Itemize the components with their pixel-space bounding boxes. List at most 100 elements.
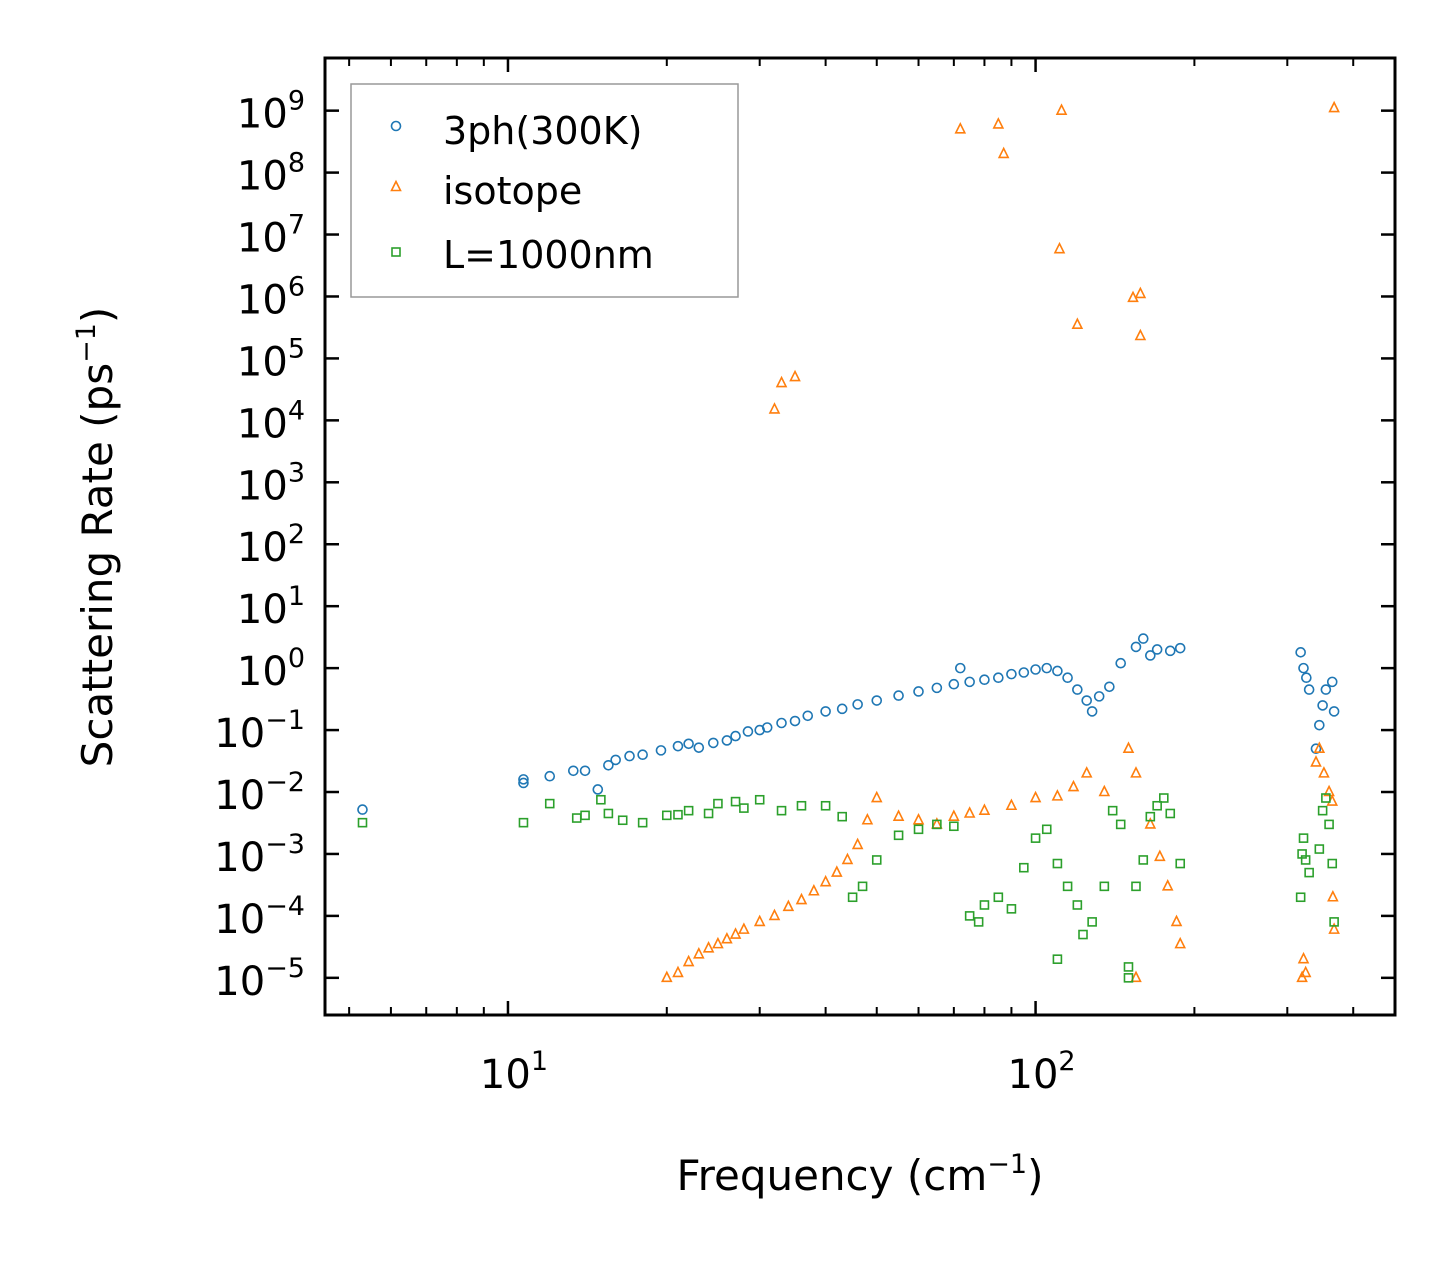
data-point-square bbox=[739, 803, 749, 813]
data-point-square bbox=[1052, 858, 1063, 869]
data-point-triangle bbox=[1098, 784, 1111, 797]
series-2 bbox=[357, 793, 1339, 983]
data-point-square bbox=[1078, 929, 1088, 940]
data-point-triangle bbox=[808, 883, 820, 896]
data-point-circle bbox=[913, 686, 924, 697]
data-point-square bbox=[1314, 844, 1325, 854]
data-point-square bbox=[857, 881, 868, 892]
y-tick-label: 101 bbox=[237, 581, 305, 633]
data-point-circle bbox=[637, 749, 648, 761]
tick-labels-layer: 101 102 10−5 10−4 10−3 10−2 10−1 100 101 102 103 10… bbox=[214, 86, 1075, 1098]
data-point-circle bbox=[1314, 719, 1325, 731]
data-point-circle bbox=[836, 703, 848, 715]
data-point-square bbox=[1175, 858, 1186, 869]
data-point-circle bbox=[1104, 681, 1115, 693]
legend-marker-square bbox=[391, 247, 401, 257]
data-point-square bbox=[893, 830, 904, 841]
data-point-square bbox=[1041, 824, 1052, 835]
data-point-circle bbox=[931, 682, 943, 694]
data-point-square bbox=[1123, 962, 1134, 972]
data-point-square bbox=[1159, 793, 1169, 803]
data-point-triangle bbox=[1055, 103, 1068, 115]
data-point-triangle bbox=[1071, 317, 1084, 330]
data-point-triangle bbox=[1053, 241, 1066, 254]
data-point-square bbox=[1152, 800, 1162, 811]
data-point-circle bbox=[1072, 684, 1083, 695]
data-point-square bbox=[776, 805, 787, 816]
data-point-triangle bbox=[1328, 922, 1340, 934]
data-point-circle bbox=[518, 774, 529, 785]
data-point-circle bbox=[568, 765, 579, 777]
data-point-triangle bbox=[702, 940, 715, 953]
data-point-circle bbox=[1115, 657, 1127, 669]
x-tick-label: 102 bbox=[1008, 1046, 1076, 1098]
data-point-triangle bbox=[1170, 914, 1183, 927]
data-point-square bbox=[673, 809, 683, 820]
data-point-square bbox=[871, 855, 882, 865]
data-point-square bbox=[847, 892, 858, 903]
data-point-circle bbox=[1298, 662, 1309, 674]
data-point-square bbox=[518, 817, 529, 828]
data-point-square bbox=[703, 808, 714, 819]
data-point-square bbox=[637, 817, 648, 828]
data-point-circle bbox=[1041, 662, 1053, 674]
data-point-triangle bbox=[963, 806, 976, 818]
data-point-square bbox=[1165, 808, 1176, 819]
data-point-triangle bbox=[660, 970, 673, 983]
data-point-square bbox=[544, 798, 555, 809]
data-point-circle bbox=[721, 735, 733, 746]
y-tick-label: 102 bbox=[237, 519, 305, 571]
y-tick-label: 109 bbox=[237, 86, 305, 138]
data-point-circle bbox=[1137, 633, 1149, 644]
data-point-circle bbox=[1295, 647, 1306, 658]
data-point-triangle bbox=[954, 122, 967, 134]
y-tick-label: 10−3 bbox=[214, 829, 305, 881]
data-point-triangle bbox=[1318, 766, 1330, 778]
data-point-circle bbox=[693, 742, 705, 753]
data-point-circle bbox=[761, 722, 773, 733]
data-point-square bbox=[913, 824, 924, 835]
data-point-circle bbox=[357, 804, 368, 815]
data-point-square bbox=[1324, 819, 1334, 830]
legend-marker-circle bbox=[390, 120, 402, 132]
data-point-square bbox=[661, 810, 672, 821]
data-point-triangle bbox=[948, 809, 960, 821]
data-point-circle bbox=[518, 777, 529, 789]
series-0 bbox=[357, 633, 1340, 815]
data-point-triangle bbox=[831, 865, 843, 877]
data-point-circle bbox=[1326, 676, 1338, 688]
data-point-triangle bbox=[978, 803, 991, 815]
data-point-square bbox=[1327, 858, 1338, 869]
data-point-circle bbox=[993, 672, 1004, 684]
data-point-triangle bbox=[1310, 755, 1322, 767]
data-point-circle bbox=[1030, 664, 1041, 675]
data-point-triangle bbox=[1130, 766, 1142, 778]
data-point-square bbox=[1062, 881, 1073, 892]
data-point-circle bbox=[955, 662, 966, 674]
data-point-circle bbox=[964, 676, 975, 688]
data-point-circle bbox=[672, 740, 684, 752]
data-point-triangle bbox=[1080, 766, 1093, 778]
data-point-circle bbox=[655, 745, 667, 756]
data-point-square bbox=[973, 917, 984, 927]
data-point-triangle bbox=[775, 375, 788, 388]
data-point-triangle bbox=[795, 892, 808, 905]
data-point-triangle bbox=[1327, 889, 1339, 902]
data-point-square bbox=[1138, 855, 1149, 865]
data-point-circle bbox=[683, 738, 694, 750]
data-point-triangle bbox=[1122, 741, 1135, 754]
data-point-circle bbox=[730, 730, 741, 742]
data-point-circle bbox=[1130, 641, 1142, 653]
y-axis-label: Scattering Rate (ps−1) bbox=[71, 307, 122, 768]
y-tick-label: 10−1 bbox=[214, 705, 305, 757]
data-point-triangle bbox=[861, 812, 874, 825]
data-point-square bbox=[932, 819, 942, 830]
data-point-triangle bbox=[672, 965, 684, 978]
y-tick-label: 103 bbox=[237, 457, 305, 509]
data-point-triangle bbox=[789, 369, 801, 382]
data-point-triangle bbox=[1127, 290, 1139, 303]
data-point-circle bbox=[1164, 645, 1176, 657]
data-point-circle bbox=[948, 678, 960, 690]
data-point-triangle bbox=[712, 936, 724, 949]
